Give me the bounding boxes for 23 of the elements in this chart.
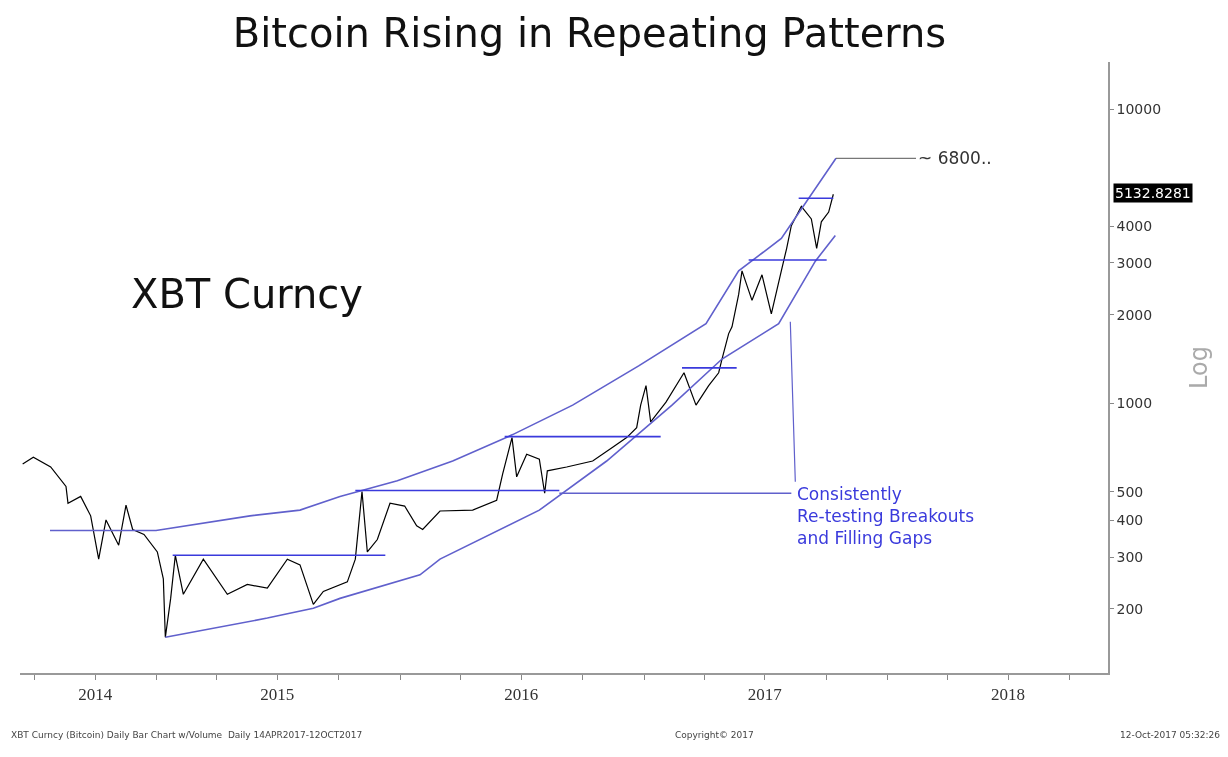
- x-tick-label: 2018: [991, 685, 1025, 705]
- text: XBT Curncy (Bitcoin) Daily Bar Chart w/Volume Daily 14APR2017-12OCT2017: [11, 730, 363, 740]
- y-tick-label: 500: [1116, 483, 1144, 500]
- x-tick-label: 2016: [504, 685, 539, 705]
- y-tick-label: 2000: [1116, 306, 1153, 323]
- annotation: Consistently Re-testing Breakouts and Filling Gaps: [797, 484, 975, 549]
- annotation: ~ 6800..: [918, 148, 992, 168]
- y-tick-label: 400: [1116, 512, 1144, 529]
- annotation: XBT Curncy: [131, 271, 364, 317]
- text: 5132.8281: [1115, 185, 1191, 201]
- x-tick-label: 2017: [747, 685, 783, 705]
- text: 12-Oct-2017 05:32:26: [1120, 730, 1221, 740]
- y-tick-label: 4000: [1116, 217, 1153, 234]
- y-tick-label: 3000: [1116, 254, 1153, 271]
- y-axis-title: Log: [1184, 346, 1213, 389]
- y-tick-label: 300: [1116, 548, 1144, 565]
- chart-title: Bitcoin Rising in Repeating Patterns: [232, 9, 947, 56]
- text: Copyright© 2017: [675, 730, 754, 740]
- y-tick-label: 10000: [1116, 100, 1162, 117]
- x-tick-label: 2015: [260, 685, 295, 705]
- y-tick-label: 200: [1116, 600, 1144, 617]
- y-tick-label: 1000: [1116, 395, 1153, 412]
- x-tick-label: 2014: [78, 685, 113, 705]
